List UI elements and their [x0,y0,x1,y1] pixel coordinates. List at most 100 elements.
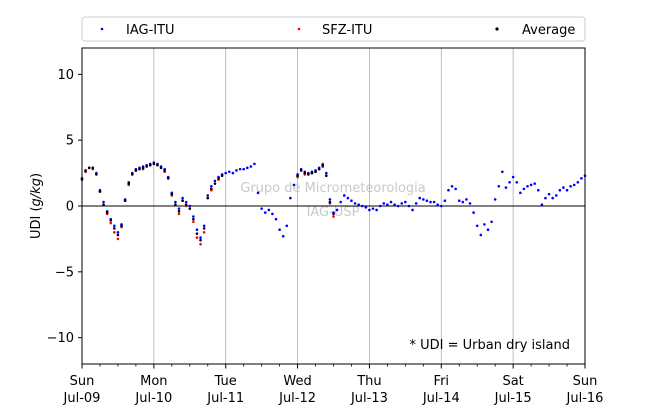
data-point [486,228,490,231]
x-tick-date: Jul-14 [422,391,460,406]
data-point [116,233,120,237]
data-point [382,202,386,205]
data-point [181,199,184,203]
data-point [396,204,400,208]
data-point [278,228,281,231]
data-point [195,228,199,231]
data-point [422,198,425,201]
series-average [80,162,335,242]
legend-label-iag-itu: IAG-ITU [126,23,175,38]
data-point [213,182,217,185]
watermark-group-name: Grupo de Micrometeorologia [240,181,426,196]
y-axis-label-unit: g/kg [29,178,44,206]
data-point [177,207,181,210]
data-point [138,167,141,171]
data-point [310,171,314,175]
data-point [184,200,188,204]
data-point [113,231,116,234]
data-point [131,173,134,176]
x-tick-date: Jul-16 [566,391,604,406]
data-point [102,203,105,206]
data-point [281,234,285,238]
data-point [91,166,95,170]
data-point [271,212,274,216]
data-point [145,165,148,168]
data-point [202,227,206,230]
data-point [163,169,166,172]
data-point [314,170,317,174]
data-point [407,204,411,208]
legend-label-average: Average [522,23,575,38]
data-point [152,162,156,166]
data-point [120,224,123,228]
x-tick-day: Thu [356,374,381,389]
data-point [533,182,536,185]
data-point [425,199,429,203]
data-point [519,191,522,195]
data-point [547,192,551,196]
data-point [576,181,580,184]
data-point [134,169,138,172]
data-point [332,215,335,218]
data-point [174,200,177,204]
x-tick-day: Sun [573,374,598,389]
data-point [335,208,339,212]
data-point [260,207,263,210]
data-point [192,215,195,218]
data-point [332,212,335,216]
x-tick-date: Jul-13 [350,391,388,406]
data-point [184,203,188,206]
data-point [504,186,508,189]
data-point [113,224,116,228]
data-point [565,188,569,192]
data-point [371,207,375,210]
x-tick-date: Jul-15 [494,391,532,406]
data-point [174,203,177,206]
data-point [224,171,228,175]
x-tick-date: Jul-10 [134,391,172,406]
data-point [472,211,475,214]
data-point [192,217,195,221]
data-point [328,198,332,201]
y-tick-label: 0 [66,200,74,215]
data-point [339,200,342,204]
legend-marker-sfz-itu [297,27,301,31]
data-point [325,174,328,178]
x-tick-day: Sun [70,374,95,389]
data-point [378,204,382,208]
data-point [228,170,231,174]
y-tick-label: 5 [66,134,74,149]
series-iag-itu [80,161,587,239]
data-point [199,238,202,242]
data-point [253,162,256,166]
data-point [493,198,497,201]
y-tick-label: 10 [57,68,74,83]
x-axis-ticks: Sun Jul-09 Mon Jul-10 Tue Jul-11 Wed Jul-12 Thu J… [63,364,604,406]
data-point [98,190,102,193]
data-point [457,199,461,203]
data-point [328,200,332,204]
data-point [210,184,213,188]
data-point [375,208,378,212]
data-point [479,233,483,237]
data-point [220,174,224,178]
data-point [389,200,393,204]
data-point [217,177,220,180]
data-point [285,224,289,228]
legend-frame [81,16,586,42]
data-point [400,202,404,205]
data-point [210,187,213,191]
data-point [206,194,210,197]
data-point [393,203,396,206]
udi-annotation: * UDI = Urban dry island [410,338,570,353]
data-point [490,220,493,224]
data-point [87,166,91,170]
y-axis-label-suffix: ) [29,173,44,178]
data-point [249,165,253,168]
data-point [113,227,116,230]
x-tick-day: Wed [283,374,311,389]
data-point [544,196,547,200]
data-point [450,184,454,188]
data-point [148,163,152,167]
data-point [202,224,206,228]
